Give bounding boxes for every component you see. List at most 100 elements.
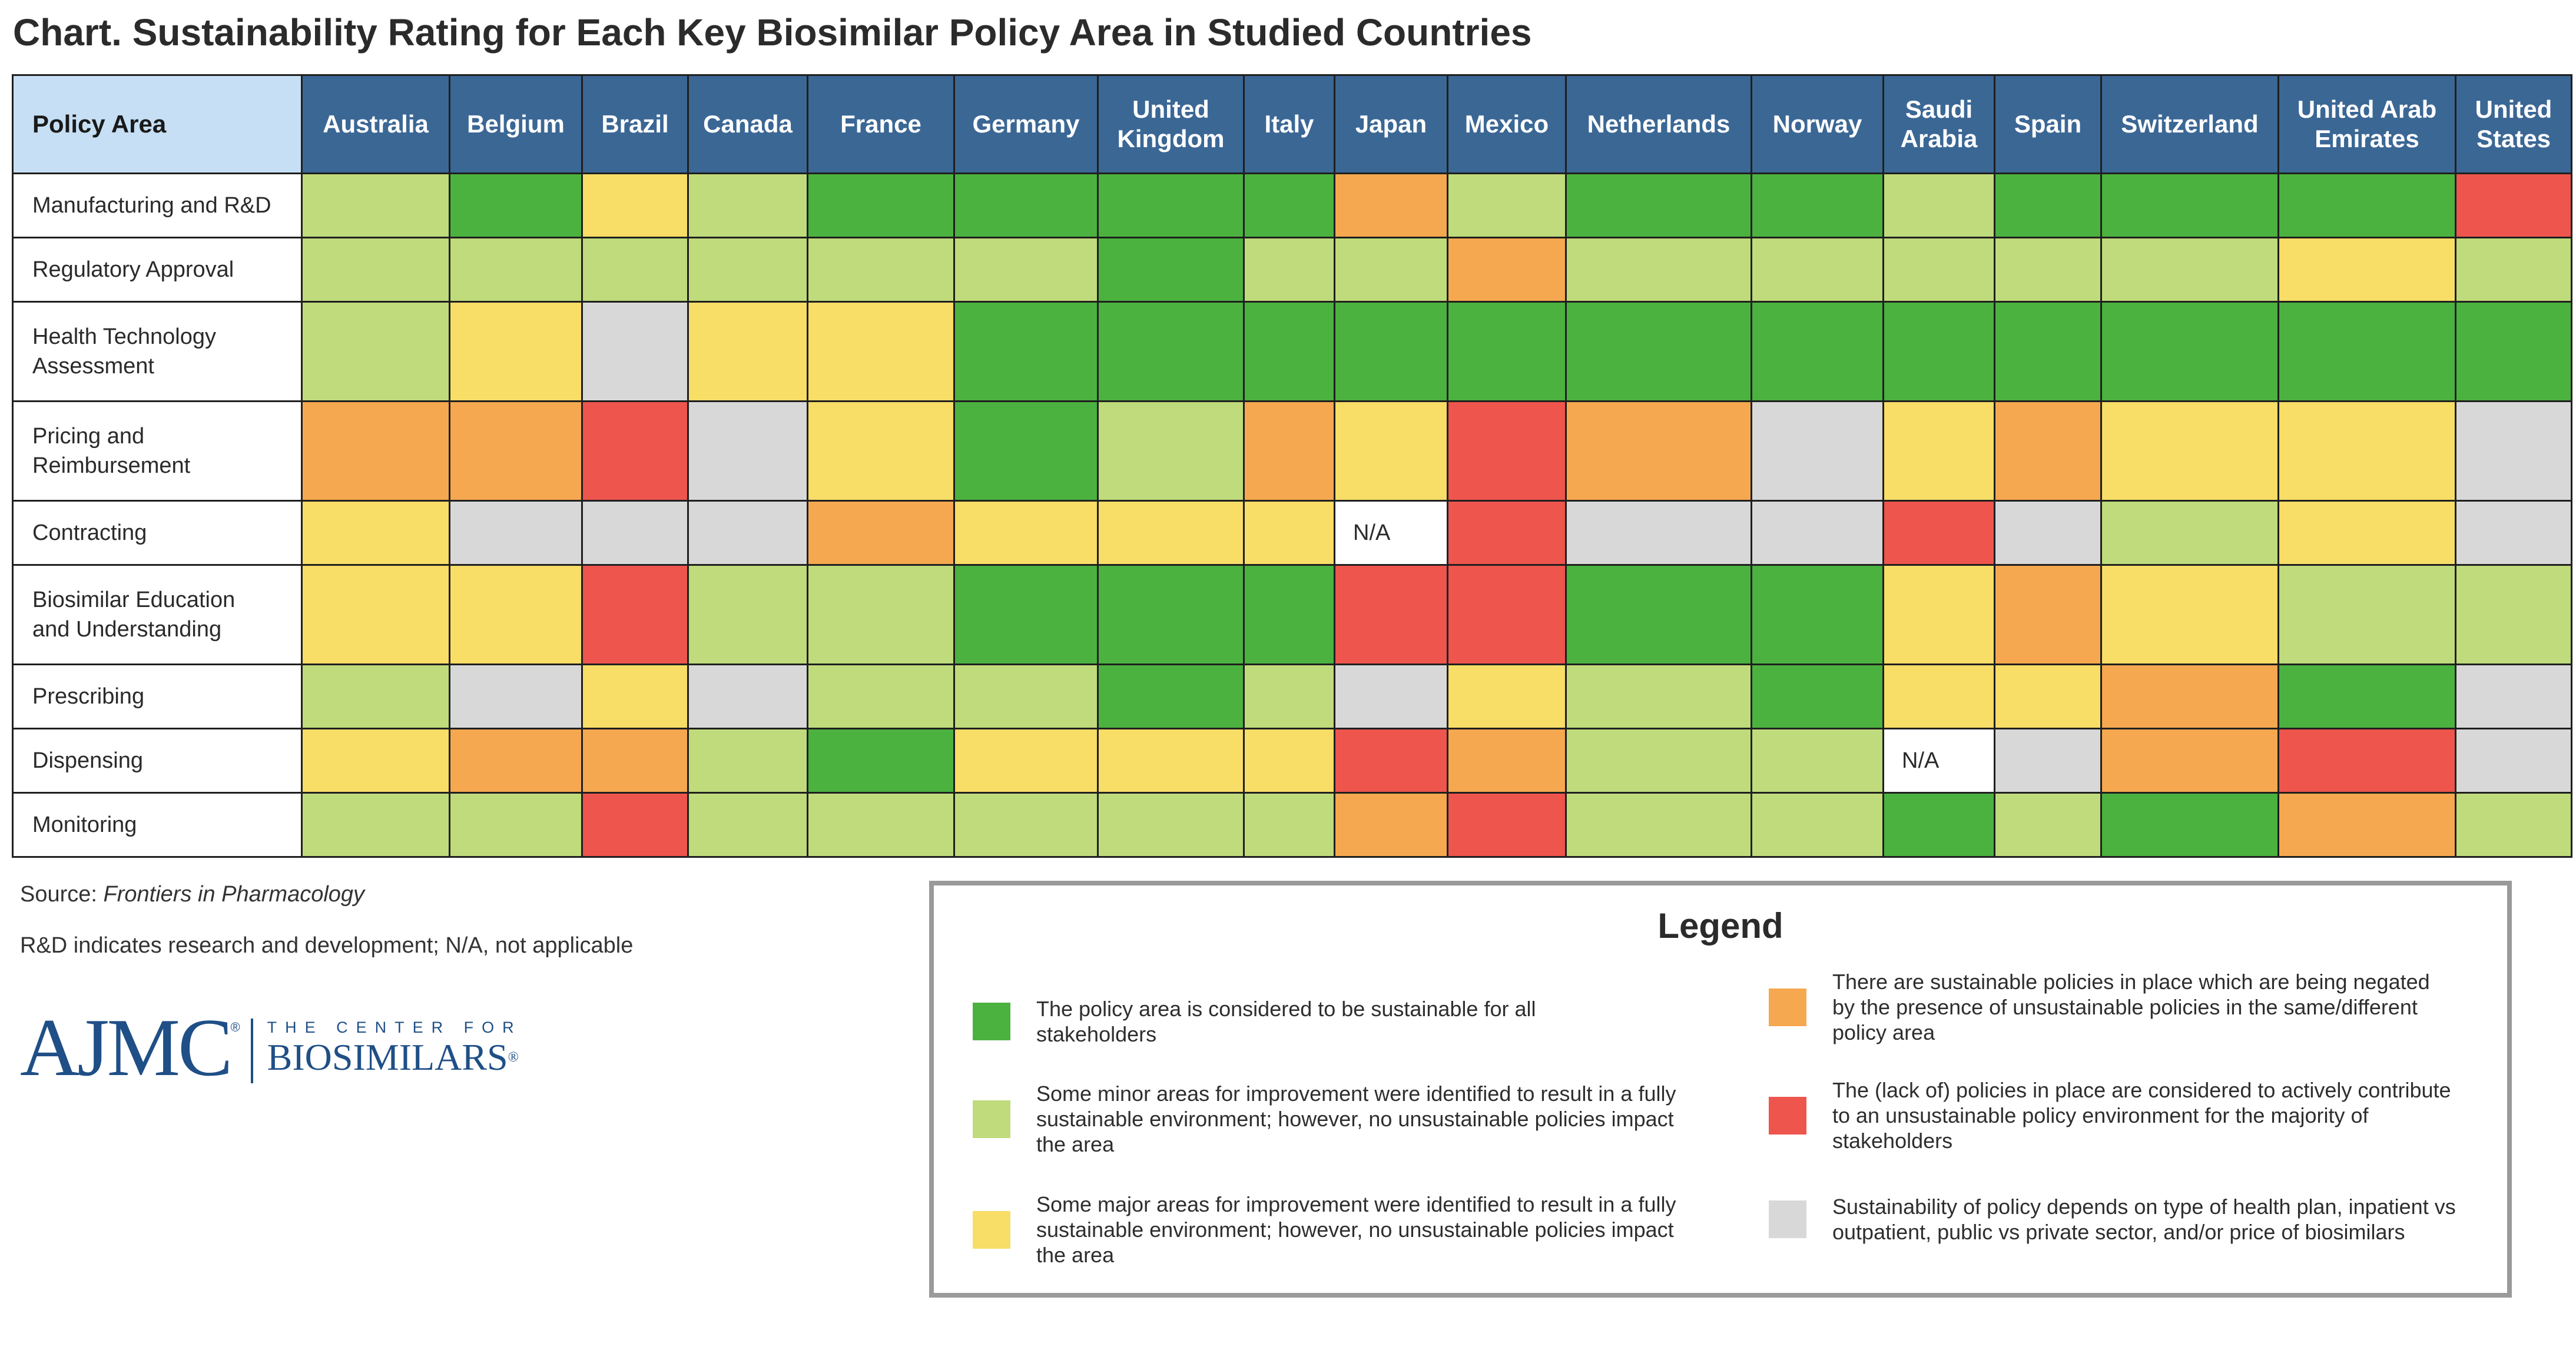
rating-cell-prescribing-mexico [1447, 664, 1567, 729]
rating-cell-contracting-united-arab-emirates [2277, 500, 2456, 566]
rating-cell-biosimilar-education-and-understanding-italy [1243, 564, 1335, 665]
rating-cell-pricing-and-reimbursement-australia [301, 400, 450, 502]
rating-cell-prescribing-norway [1751, 664, 1884, 729]
table-row: Contracting N/A [12, 500, 2572, 566]
rating-cell-biosimilar-education-and-understanding-germany [953, 564, 1099, 665]
rating-cell-manufacturing-and-randd-united-arab-emirates [2277, 173, 2456, 238]
rating-cell-biosimilar-education-and-understanding-brazil [581, 564, 689, 665]
row-label-biosimilar-education-and-understanding: Biosimilar Education and Understanding [12, 564, 303, 665]
logo-right-block: THE CENTER FOR BIOSIMILARS® [267, 1013, 522, 1078]
rating-cell-pricing-and-reimbursement-united-kingdom [1097, 400, 1245, 502]
rating-cell-dispensing-mexico [1447, 728, 1567, 794]
rating-cell-pricing-and-reimbursement-italy [1243, 400, 1335, 502]
rating-cell-biosimilar-education-and-understanding-united-kingdom [1097, 564, 1245, 665]
rating-cell-monitoring-united-kingdom [1097, 792, 1245, 858]
rating-cell-regulatory-approval-norway [1751, 237, 1884, 303]
legend-label: There are sustainable policies in place … [1832, 970, 2430, 1044]
legend-label: Some major areas for improvement were id… [1036, 1192, 1676, 1267]
legend-swatch [973, 1210, 1010, 1249]
table-row: Manufacturing and R&D [12, 173, 2572, 238]
rating-cell-manufacturing-and-randd-germany [953, 173, 1099, 238]
rating-cell-dispensing-united-arab-emirates [2277, 728, 2456, 794]
rating-cell-dispensing-united-kingdom [1097, 728, 1245, 794]
rating-cell-contracting-australia [301, 500, 450, 566]
rating-cell-health-technology-assessment-germany [953, 301, 1099, 402]
rating-cell-contracting-norway [1751, 500, 1884, 566]
row-label-prescribing: Prescribing [12, 664, 303, 729]
row-label-manufacturing-and-randd: Manufacturing and R&D [12, 173, 303, 238]
rating-cell-biosimilar-education-and-understanding-united-arab-emirates [2277, 564, 2456, 665]
rating-cell-contracting-mexico [1447, 500, 1567, 566]
rating-cell-prescribing-belgium [449, 664, 583, 729]
rating-cell-health-technology-assessment-canada [687, 301, 808, 402]
table-row: Dispensing N/A [12, 728, 2572, 794]
rating-cell-dispensing-spain [1994, 728, 2102, 794]
row-label-contracting: Contracting [12, 500, 303, 566]
rating-cell-regulatory-approval-switzerland [2100, 237, 2279, 303]
rating-cell-dispensing-italy [1243, 728, 1335, 794]
rating-cell-manufacturing-and-randd-australia [301, 173, 450, 238]
ajmc-logo: AJMC ® THE CENTER FOR BIOSIMILARS® [20, 1007, 522, 1089]
rating-cell-contracting-germany [953, 500, 1099, 566]
chart-title: Chart. Sustainability Rating for Each Ke… [13, 11, 1532, 54]
column-header-norway: Norway [1751, 74, 1884, 174]
rating-cell-biosimilar-education-and-understanding-netherlands [1565, 564, 1752, 665]
rating-cell-biosimilar-education-and-understanding-spain [1994, 564, 2102, 665]
rating-cell-dispensing-saudi-arabia: N/A [1882, 728, 1995, 794]
rating-cell-monitoring-united-arab-emirates [2277, 792, 2456, 858]
rating-cell-prescribing-united-states [2455, 664, 2572, 729]
legend-item: There are sustainable policies in place … [1769, 969, 2456, 1045]
rating-cell-regulatory-approval-netherlands [1565, 237, 1752, 303]
rating-cell-regulatory-approval-italy [1243, 237, 1335, 303]
rating-cell-prescribing-united-kingdom [1097, 664, 1245, 729]
rating-cell-health-technology-assessment-japan [1334, 301, 1448, 402]
rating-cell-dispensing-france [807, 728, 955, 794]
column-header-mexico: Mexico [1447, 74, 1567, 174]
rating-cell-contracting-netherlands [1565, 500, 1752, 566]
rating-cell-contracting-belgium [449, 500, 583, 566]
legend-swatch [1769, 1096, 1806, 1135]
rating-cell-monitoring-japan [1334, 792, 1448, 858]
legend-box: Legend The policy area is considered to … [929, 881, 2512, 1298]
rating-cell-prescribing-switzerland [2100, 664, 2279, 729]
column-header-canada: Canada [687, 74, 808, 174]
rating-cell-biosimilar-education-and-understanding-switzerland [2100, 564, 2279, 665]
rating-cell-monitoring-spain [1994, 792, 2102, 858]
rating-cell-biosimilar-education-and-understanding-mexico [1447, 564, 1567, 665]
rating-cell-pricing-and-reimbursement-belgium [449, 400, 583, 502]
rating-cell-health-technology-assessment-switzerland [2100, 301, 2279, 402]
rating-cell-manufacturing-and-randd-switzerland [2100, 173, 2279, 238]
rating-cell-regulatory-approval-australia [301, 237, 450, 303]
rating-cell-pricing-and-reimbursement-japan [1334, 400, 1448, 502]
rating-cell-health-technology-assessment-netherlands [1565, 301, 1752, 402]
rating-cell-biosimilar-education-and-understanding-norway [1751, 564, 1884, 665]
rating-cell-prescribing-italy [1243, 664, 1335, 729]
rating-cell-pricing-and-reimbursement-spain [1994, 400, 2102, 502]
rating-cell-pricing-and-reimbursement-saudi-arabia [1882, 400, 1995, 502]
rating-cell-manufacturing-and-randd-japan [1334, 173, 1448, 238]
rating-cell-biosimilar-education-and-understanding-australia [301, 564, 450, 665]
rating-cell-regulatory-approval-saudi-arabia [1882, 237, 1995, 303]
rating-cell-monitoring-italy [1243, 792, 1335, 858]
rating-cell-contracting-united-states [2455, 500, 2572, 566]
rating-cell-pricing-and-reimbursement-united-states [2455, 400, 2572, 502]
column-header-france: France [807, 74, 955, 174]
row-label-regulatory-approval: Regulatory Approval [12, 237, 303, 303]
column-header-brazil: Brazil [581, 74, 689, 174]
rating-cell-manufacturing-and-randd-united-kingdom [1097, 173, 1245, 238]
legend-title: Legend [1657, 906, 1783, 946]
rating-cell-regulatory-approval-japan [1334, 237, 1448, 303]
table-row: Pricing and Reimbursement [12, 400, 2572, 502]
legend-swatch [973, 1003, 1010, 1040]
rating-cell-prescribing-france [807, 664, 955, 729]
row-label-health-technology-assessment: Health Technology Assessment [12, 301, 303, 402]
source-note: Source: Frontiers in Pharmacology [20, 882, 633, 907]
rating-cell-prescribing-australia [301, 664, 450, 729]
rating-cell-manufacturing-and-randd-spain [1994, 173, 2102, 238]
rating-cell-manufacturing-and-randd-united-states [2455, 173, 2572, 238]
table-row: Monitoring [12, 792, 2572, 858]
table-row: Biosimilar Education and Understanding [12, 564, 2572, 665]
rating-cell-manufacturing-and-randd-france [807, 173, 955, 238]
rating-cell-dispensing-canada [687, 728, 808, 794]
rating-cell-pricing-and-reimbursement-germany [953, 400, 1099, 502]
